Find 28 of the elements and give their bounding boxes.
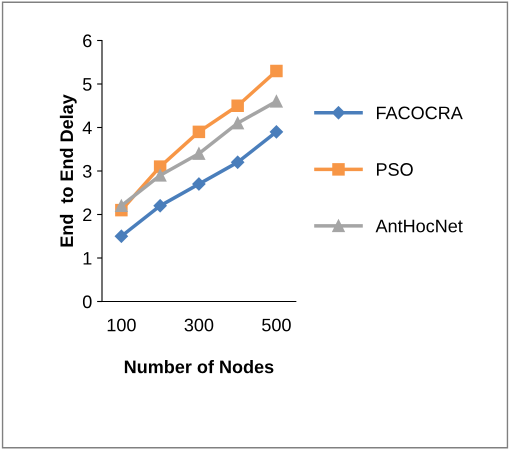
x-tick-label: 500: [262, 318, 291, 332]
x-tick-label: 300: [184, 318, 214, 332]
y-axis-title: End to End Delay: [60, 94, 77, 247]
y-tick-label: 1: [84, 252, 92, 265]
y-tick-label: 4: [82, 122, 92, 134]
y-tick-label: 6: [83, 34, 92, 48]
x-tick-label: 100: [108, 318, 136, 332]
point: [231, 156, 244, 169]
legend-label: FACOCRA: [376, 106, 463, 120]
legend-label: PSO: [376, 163, 413, 176]
point: [192, 177, 206, 191]
point: [270, 64, 283, 78]
x-axis-title: Number of Nodes: [124, 360, 274, 374]
point: [231, 100, 244, 112]
point: [270, 125, 284, 138]
point: [154, 199, 167, 212]
point: [114, 230, 128, 243]
point: [154, 169, 166, 182]
point: [270, 95, 283, 108]
legend-label: AntHocNet: [376, 220, 463, 232]
y-tick-label: 0: [82, 295, 92, 308]
point: [115, 200, 128, 212]
y-tick-label: 2: [83, 208, 92, 222]
y-tick-label: 3: [82, 164, 92, 178]
point: [231, 116, 244, 130]
point: [192, 147, 206, 160]
point: [192, 126, 206, 138]
y-tick-label: 5: [82, 78, 92, 91]
